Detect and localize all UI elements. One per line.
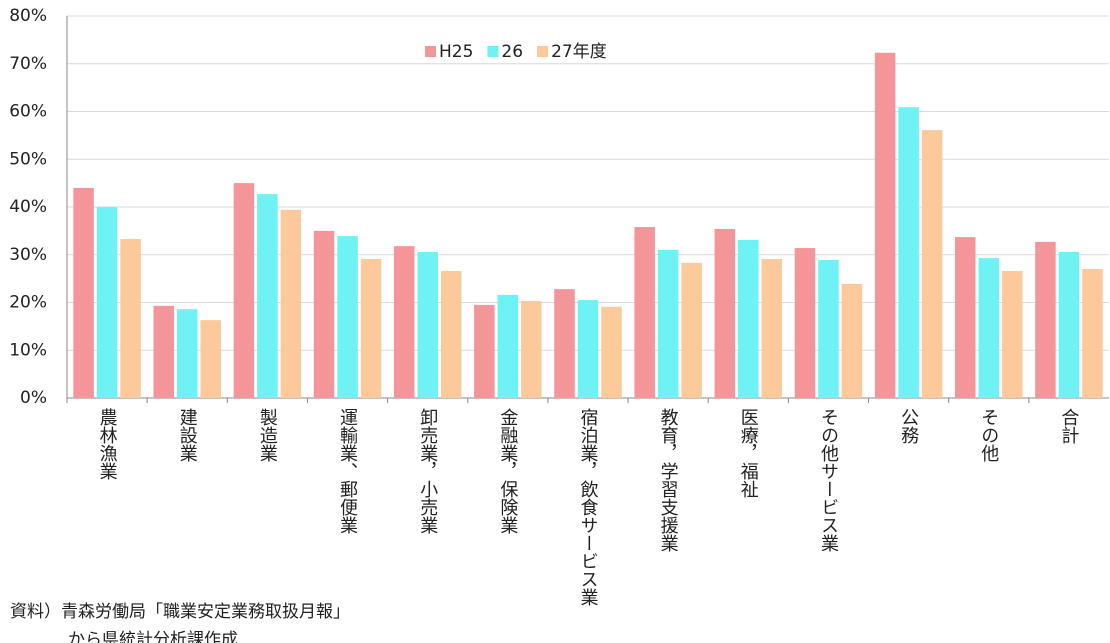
bar xyxy=(577,300,599,398)
bar xyxy=(393,246,415,398)
bar xyxy=(417,251,438,398)
x-tick-label: 運輸業、郵便業 xyxy=(337,408,358,534)
bar xyxy=(978,258,1000,398)
bar xyxy=(874,52,896,398)
x-tick-label: 教育，学習支援業 xyxy=(658,408,679,552)
bar xyxy=(233,183,255,398)
x-tick-label: 卸売業，小売業 xyxy=(417,408,438,534)
y-tick-label: 10% xyxy=(9,340,47,360)
bar xyxy=(1058,251,1080,398)
source-note: 資料）青森労働局「職業安定業務取扱月報」 xyxy=(10,602,350,622)
bar xyxy=(714,228,736,398)
legend-label: 27年度 xyxy=(551,42,607,62)
bar xyxy=(634,227,655,398)
legend-swatch xyxy=(487,46,499,57)
bar xyxy=(841,283,863,398)
x-tick-label: 金融業，保険業 xyxy=(497,408,518,534)
y-tick-label: 80% xyxy=(9,6,47,26)
bar xyxy=(497,294,519,398)
x-tick-label: その他サービス業 xyxy=(818,408,839,552)
bar xyxy=(761,259,783,398)
bar xyxy=(898,107,919,398)
legend-label: 26 xyxy=(501,42,523,62)
y-tick-label: 0% xyxy=(20,388,47,408)
bar xyxy=(360,259,382,398)
bar xyxy=(280,209,302,398)
bar xyxy=(1082,269,1103,398)
x-tick-label: 建設業 xyxy=(177,408,198,462)
y-tick-label: 30% xyxy=(9,245,47,265)
bar xyxy=(474,304,495,398)
bar xyxy=(200,320,221,398)
bar xyxy=(955,237,976,398)
x-tick-label: 合計 xyxy=(1058,408,1079,444)
legend-label: H25 xyxy=(439,42,473,62)
y-tick-label: 20% xyxy=(9,293,47,313)
bar xyxy=(73,187,94,398)
bar xyxy=(96,207,118,398)
x-tick-label: 医療，福祉 xyxy=(738,408,759,498)
x-tick-label: 公務 xyxy=(898,408,919,445)
y-tick-label: 50% xyxy=(9,149,47,169)
x-tick-label: その他 xyxy=(978,408,999,462)
bar xyxy=(1002,270,1023,398)
bar xyxy=(657,249,679,398)
y-tick-label: 40% xyxy=(9,197,47,217)
y-tick-label: 60% xyxy=(9,102,47,122)
bar xyxy=(818,260,839,398)
bar xyxy=(601,306,622,398)
x-tick-label: 農林漁業 xyxy=(97,408,118,480)
x-tick-label: 宿泊業，飲食サービス業 xyxy=(578,408,599,606)
bar xyxy=(257,194,278,398)
bar xyxy=(337,236,358,398)
source-note: から県統計分析課作成 xyxy=(68,630,238,643)
bar xyxy=(120,238,141,398)
bar xyxy=(921,130,943,398)
bar xyxy=(738,239,759,398)
bar xyxy=(794,248,816,398)
bar xyxy=(681,262,702,398)
bar xyxy=(440,270,462,398)
legend-swatch xyxy=(425,46,436,57)
y-tick-label: 70% xyxy=(9,54,47,74)
legend-swatch xyxy=(537,46,549,57)
bar xyxy=(521,301,542,398)
bar xyxy=(554,289,575,398)
bar xyxy=(313,230,335,398)
bar xyxy=(153,305,174,398)
bar xyxy=(1035,241,1056,398)
x-tick-label: 製造業 xyxy=(257,408,278,462)
bar xyxy=(176,309,198,398)
